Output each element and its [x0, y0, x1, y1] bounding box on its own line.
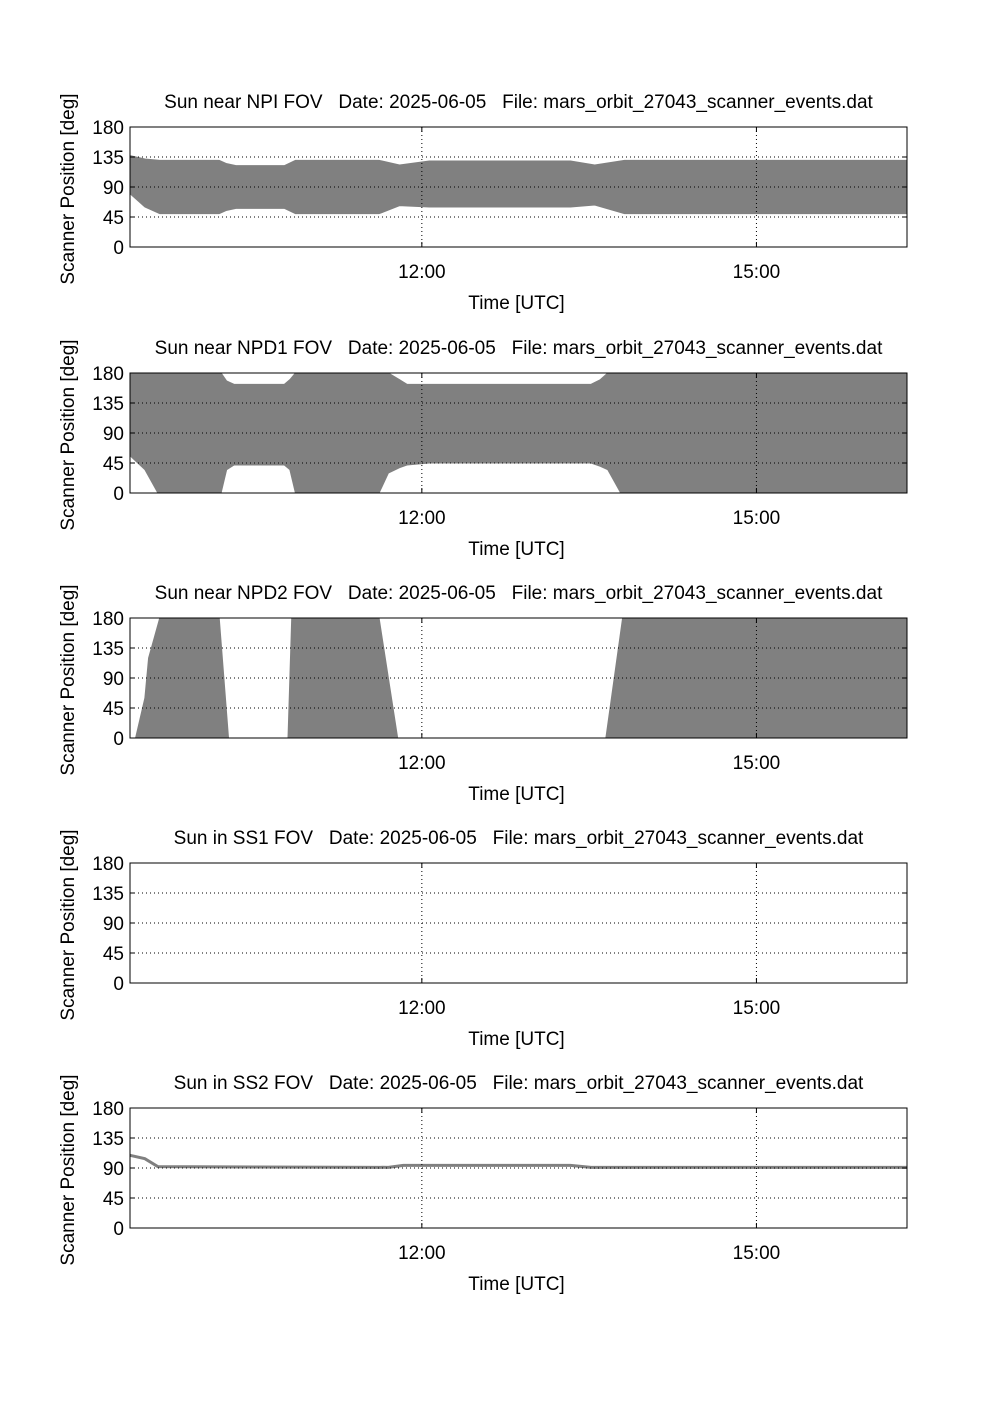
y-tick-label: 0 — [113, 238, 124, 259]
subplot-title: Sun near NPI FOV Date: 2025-06-05 File: … — [164, 92, 873, 113]
y-tick-label: 0 — [113, 974, 124, 995]
plot-frame — [129, 126, 908, 248]
y-axis-label: Scanner Position [deg] — [58, 584, 79, 775]
x-tick-label: 12:00 — [398, 753, 446, 774]
y-tick-label: 90 — [103, 1159, 124, 1180]
subplot-title: Sun in SS2 FOV Date: 2025-06-05 File: ma… — [174, 1073, 864, 1094]
y-axis-label: Scanner Position [deg] — [58, 829, 79, 1020]
x-tick-label: 12:00 — [398, 1243, 446, 1264]
y-axis-label: Scanner Position [deg] — [58, 339, 79, 530]
x-tick-label: 15:00 — [733, 262, 781, 283]
x-tick-label: 15:00 — [733, 1243, 781, 1264]
x-tick-label: 15:00 — [733, 508, 781, 529]
subplot: Sun near NPI FOV Date: 2025-06-05 File: … — [58, 92, 908, 314]
y-axis-label: Scanner Position [deg] — [58, 93, 79, 284]
x-tick-label: 15:00 — [733, 998, 781, 1019]
y-tick-label: 0 — [113, 1219, 124, 1240]
x-tick-label: 12:00 — [398, 508, 446, 529]
y-tick-label: 180 — [92, 609, 124, 630]
subplot-title: Sun near NPD1 FOV Date: 2025-06-05 File:… — [155, 338, 883, 359]
subplot: Sun near NPD2 FOV Date: 2025-06-05 File:… — [58, 583, 908, 805]
y-tick-label: 45 — [103, 454, 124, 475]
y-tick-label: 135 — [92, 884, 124, 905]
y-tick-label: 0 — [113, 729, 124, 750]
y-tick-label: 45 — [103, 208, 124, 229]
plot-frame — [129, 862, 908, 984]
y-tick-label: 90 — [103, 914, 124, 935]
plot-frame — [129, 1107, 908, 1229]
x-tick-label: 12:00 — [398, 998, 446, 1019]
data-line — [129, 1153, 907, 1169]
x-tick-label: 15:00 — [733, 753, 781, 774]
y-tick-label: 90 — [103, 669, 124, 690]
x-axis-label: Time [UTC] — [468, 1274, 564, 1295]
y-axis-label: Scanner Position [deg] — [58, 1074, 79, 1265]
y-tick-label: 90 — [103, 178, 124, 199]
y-tick-label: 0 — [113, 484, 124, 505]
subplot: Sun near NPD1 FOV Date: 2025-06-05 File:… — [58, 338, 908, 560]
y-tick-label: 180 — [92, 1099, 124, 1120]
coverage-band — [129, 155, 908, 215]
y-tick-label: 180 — [92, 118, 124, 139]
subplot: Sun in SS2 FOV Date: 2025-06-05 File: ma… — [58, 1073, 908, 1295]
x-tick-label: 12:00 — [398, 262, 446, 283]
x-axis-label: Time [UTC] — [468, 539, 564, 560]
y-tick-label: 45 — [103, 1189, 124, 1210]
y-tick-label: 135 — [92, 639, 124, 660]
subplot-title: Sun in SS1 FOV Date: 2025-06-05 File: ma… — [174, 828, 864, 849]
subplot-title: Sun near NPD2 FOV Date: 2025-06-05 File:… — [155, 583, 883, 604]
y-tick-label: 90 — [103, 424, 124, 445]
y-tick-label: 180 — [92, 854, 124, 875]
y-tick-label: 45 — [103, 699, 124, 720]
x-axis-label: Time [UTC] — [468, 293, 564, 314]
y-tick-label: 135 — [92, 394, 124, 415]
y-tick-label: 135 — [92, 148, 124, 169]
x-axis-label: Time [UTC] — [468, 1029, 564, 1050]
y-tick-label: 135 — [92, 1129, 124, 1150]
y-tick-label: 45 — [103, 944, 124, 965]
plot-frame — [129, 372, 908, 494]
x-axis-label: Time [UTC] — [468, 784, 564, 805]
y-tick-label: 180 — [92, 364, 124, 385]
subplot: Sun in SS1 FOV Date: 2025-06-05 File: ma… — [58, 828, 908, 1050]
plot-frame — [129, 617, 908, 739]
